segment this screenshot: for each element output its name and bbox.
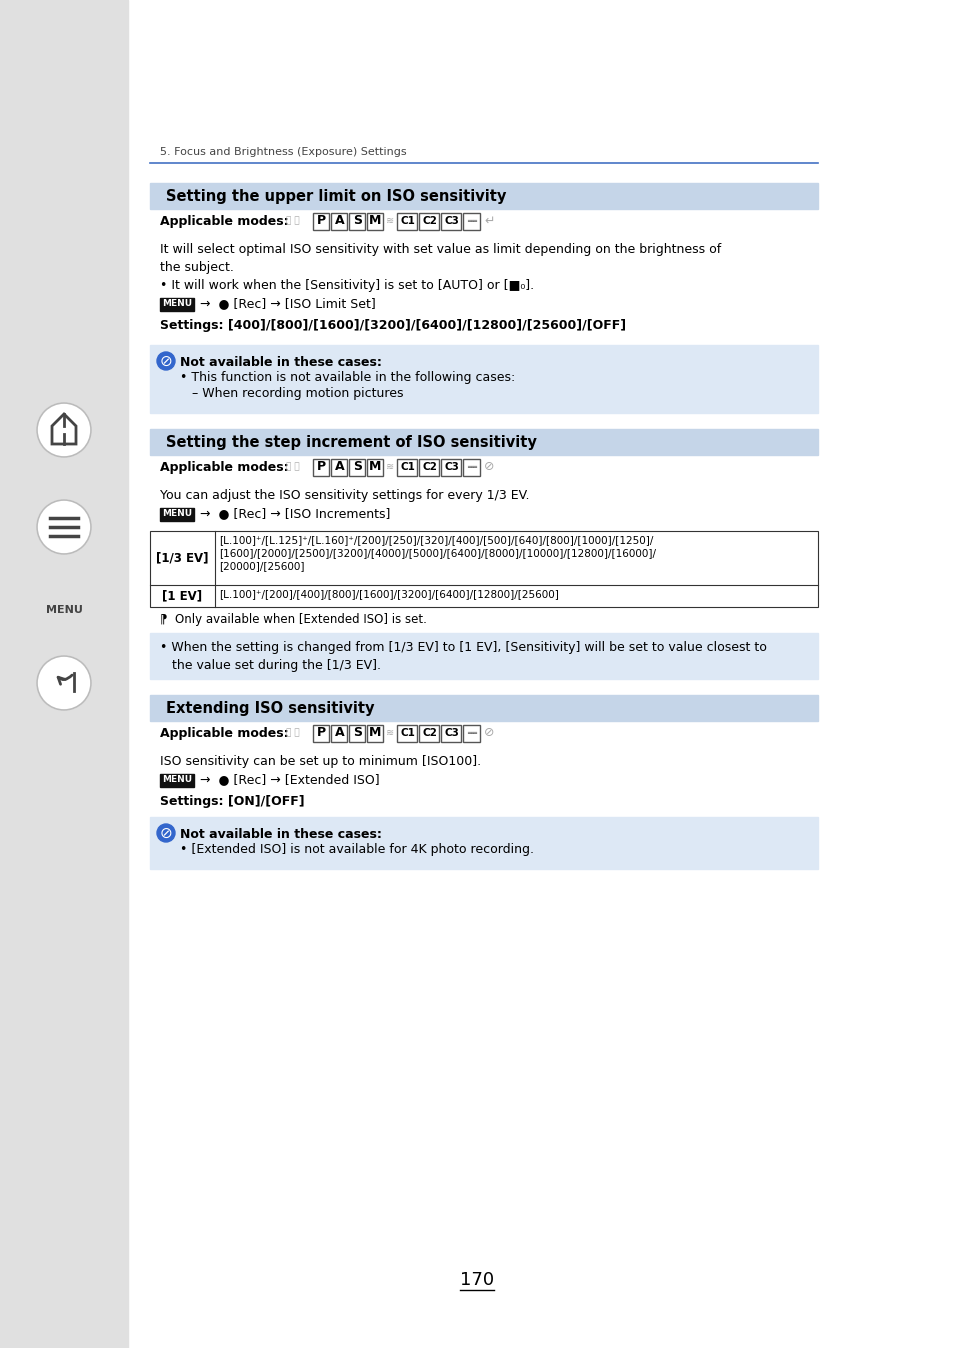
Circle shape bbox=[37, 403, 91, 457]
Text: • [Extended ISO] is not available for 4K photo recording.: • [Extended ISO] is not available for 4K… bbox=[180, 844, 534, 856]
Text: Not available in these cases:: Not available in these cases: bbox=[180, 828, 381, 841]
Circle shape bbox=[157, 352, 174, 369]
Text: ⊘: ⊘ bbox=[483, 461, 494, 473]
Circle shape bbox=[37, 656, 91, 710]
Bar bbox=[150, 817, 817, 869]
Text: Setting the step increment of ISO sensitivity: Setting the step increment of ISO sensit… bbox=[166, 434, 537, 449]
Text: ⊘: ⊘ bbox=[159, 353, 172, 368]
Text: M: M bbox=[369, 214, 381, 228]
Text: C3: C3 bbox=[443, 728, 458, 737]
Text: ⁋  Only available when [Extended ISO] is set.: ⁋ Only available when [Extended ISO] is … bbox=[160, 613, 426, 625]
Text: S: S bbox=[353, 461, 361, 473]
Text: S: S bbox=[353, 214, 361, 228]
FancyArrowPatch shape bbox=[58, 675, 72, 685]
Text: C1: C1 bbox=[399, 216, 415, 226]
Text: →  ● [Rec] → [ISO Increments]: → ● [Rec] → [ISO Increments] bbox=[200, 507, 390, 520]
Text: – When recording motion pictures: – When recording motion pictures bbox=[180, 387, 403, 400]
Bar bbox=[160, 298, 193, 311]
Text: ≋: ≋ bbox=[386, 216, 394, 226]
Text: 📷 🎥: 📷 🎥 bbox=[286, 217, 299, 225]
Text: P: P bbox=[316, 461, 326, 473]
Text: Applicable modes:: Applicable modes: bbox=[160, 461, 289, 473]
Bar bbox=[160, 774, 193, 787]
Text: P: P bbox=[316, 727, 326, 740]
Text: Not available in these cases:: Not available in these cases: bbox=[180, 356, 381, 368]
Text: • It will work when the [Sensitivity] is set to [AUTO] or [■₀].: • It will work when the [Sensitivity] is… bbox=[160, 279, 534, 293]
Text: 📷 🎥: 📷 🎥 bbox=[286, 462, 299, 472]
Bar bbox=[150, 696, 817, 721]
Text: S: S bbox=[353, 727, 361, 740]
Text: C2: C2 bbox=[421, 462, 436, 472]
Text: →  ● [Rec] → [Extended ISO]: → ● [Rec] → [Extended ISO] bbox=[200, 774, 379, 786]
Text: 170: 170 bbox=[459, 1271, 494, 1289]
Text: MENU: MENU bbox=[162, 775, 192, 785]
Text: ISO sensitivity can be set up to minimum [ISO100].: ISO sensitivity can be set up to minimum… bbox=[160, 755, 480, 768]
Text: 📷 🎥: 📷 🎥 bbox=[286, 728, 299, 737]
Bar bbox=[150, 634, 817, 679]
Text: MENU: MENU bbox=[162, 510, 192, 519]
Text: 5. Focus and Brightness (Exposure) Settings: 5. Focus and Brightness (Exposure) Setti… bbox=[160, 147, 406, 156]
Text: ══: ══ bbox=[467, 728, 476, 737]
Text: C2: C2 bbox=[421, 216, 436, 226]
Text: It will select optimal ISO sensitivity with set value as limit depending on the : It will select optimal ISO sensitivity w… bbox=[160, 243, 720, 274]
Text: A: A bbox=[335, 461, 344, 473]
Bar bbox=[0, 0, 128, 1348]
Text: ⊘: ⊘ bbox=[159, 825, 172, 841]
Bar bbox=[150, 345, 817, 412]
Text: C2: C2 bbox=[421, 728, 436, 737]
Text: MENU: MENU bbox=[162, 299, 192, 309]
Text: Applicable modes:: Applicable modes: bbox=[160, 214, 289, 228]
Text: M: M bbox=[369, 727, 381, 740]
Text: ⊘: ⊘ bbox=[483, 727, 494, 740]
Text: Settings: [ON]/[OFF]: Settings: [ON]/[OFF] bbox=[160, 795, 304, 807]
Text: Extending ISO sensitivity: Extending ISO sensitivity bbox=[166, 701, 375, 716]
Bar bbox=[150, 183, 817, 209]
Text: A: A bbox=[335, 214, 344, 228]
Text: [1 EV]: [1 EV] bbox=[162, 589, 202, 603]
Text: M: M bbox=[369, 461, 381, 473]
Circle shape bbox=[157, 824, 174, 842]
Text: [1/3 EV]: [1/3 EV] bbox=[156, 551, 209, 565]
Circle shape bbox=[37, 500, 91, 554]
Bar bbox=[160, 508, 193, 520]
Text: ≋: ≋ bbox=[386, 462, 394, 472]
Text: ≋: ≋ bbox=[386, 728, 394, 737]
Text: Applicable modes:: Applicable modes: bbox=[160, 727, 289, 740]
Text: ══: ══ bbox=[467, 462, 476, 472]
Text: →  ● [Rec] → [ISO Limit Set]: → ● [Rec] → [ISO Limit Set] bbox=[200, 298, 375, 310]
Text: [L.100]⁺/[200]/[400]/[800]/[1600]/[3200]/[6400]/[12800]/[25600]: [L.100]⁺/[200]/[400]/[800]/[1600]/[3200]… bbox=[219, 589, 558, 599]
Text: C3: C3 bbox=[443, 216, 458, 226]
Text: C3: C3 bbox=[443, 462, 458, 472]
Text: C1: C1 bbox=[399, 728, 415, 737]
Bar bbox=[150, 429, 817, 456]
Text: MENU: MENU bbox=[46, 605, 82, 615]
Text: P: P bbox=[316, 214, 326, 228]
Text: [L.100]⁺/[L.125]⁺/[L.160]⁺/[200]/[250]/[320]/[400]/[500]/[640]/[800]/[1000]/[125: [L.100]⁺/[L.125]⁺/[L.160]⁺/[200]/[250]/[… bbox=[219, 535, 656, 570]
Text: A: A bbox=[335, 727, 344, 740]
Text: • This function is not available in the following cases:: • This function is not available in the … bbox=[180, 372, 515, 384]
Text: ↵: ↵ bbox=[483, 214, 494, 228]
Text: Settings: [400]/[800]/[1600]/[3200]/[6400]/[12800]/[25600]/[OFF]: Settings: [400]/[800]/[1600]/[3200]/[640… bbox=[160, 319, 625, 332]
Text: ══: ══ bbox=[467, 217, 476, 225]
Text: Setting the upper limit on ISO sensitivity: Setting the upper limit on ISO sensitivi… bbox=[166, 189, 506, 204]
Text: C1: C1 bbox=[399, 462, 415, 472]
Bar bbox=[150, 531, 817, 607]
Text: • When the setting is changed from [1/3 EV] to [1 EV], [Sensitivity] will be set: • When the setting is changed from [1/3 … bbox=[160, 640, 766, 671]
Text: You can adjust the ISO sensitivity settings for every 1/3 EV.: You can adjust the ISO sensitivity setti… bbox=[160, 489, 529, 501]
